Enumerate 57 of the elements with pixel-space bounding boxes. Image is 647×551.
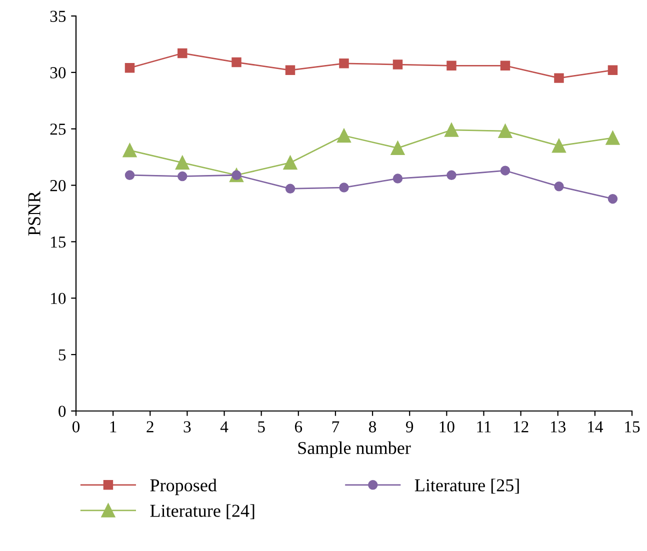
- point: [285, 65, 296, 76]
- point: [500, 60, 510, 71]
- legend-label: Literature [24]: [150, 504, 254, 520]
- point: [446, 170, 456, 180]
- y-tick-label: 25: [50, 124, 66, 135]
- point: [500, 166, 510, 176]
- point: [285, 184, 296, 194]
- point: [606, 130, 620, 145]
- point: [554, 73, 564, 83]
- y-tick-label: 0: [58, 406, 66, 417]
- point: [444, 123, 458, 137]
- x-tick-label: 3: [184, 421, 191, 432]
- x-tick-label: 14: [588, 421, 604, 432]
- point: [498, 124, 512, 138]
- y-axis-title: PSNR: [28, 190, 40, 236]
- point: [337, 128, 351, 143]
- point: [232, 57, 242, 68]
- x-tick-label: 9: [406, 421, 414, 432]
- y-tick-label: 30: [50, 67, 66, 78]
- point: [339, 182, 349, 192]
- point: [178, 171, 188, 182]
- point: [608, 65, 618, 76]
- point: [446, 60, 456, 71]
- point: [124, 63, 135, 73]
- legend-label: Proposed: [150, 478, 217, 496]
- x-tick-label: 0: [72, 421, 80, 432]
- y-tick-label: 15: [51, 236, 66, 248]
- x-tick-label: 6: [294, 421, 302, 432]
- point: [178, 48, 188, 58]
- x-tick-label: 7: [332, 421, 340, 432]
- point: [124, 170, 135, 180]
- y-tick-label: 5: [58, 349, 66, 361]
- x-axis-title: Sample number: [298, 441, 411, 458]
- point: [339, 58, 349, 68]
- point: [175, 156, 190, 170]
- point: [390, 141, 405, 155]
- y-tick-label: 20: [50, 180, 66, 192]
- x-tick-label: 15: [625, 421, 640, 432]
- point: [392, 174, 403, 184]
- x-tick-label: 5: [258, 421, 265, 432]
- legend-label: Literature [25]: [414, 478, 519, 494]
- point: [283, 156, 298, 170]
- point: [122, 143, 137, 158]
- point: [608, 194, 618, 204]
- y-tick-label: 10: [51, 292, 66, 304]
- point: [392, 60, 403, 70]
- x-tick-label: 4: [220, 421, 228, 432]
- y-tick-label: 35: [50, 10, 66, 22]
- point: [552, 138, 566, 153]
- x-tick-label: 2: [146, 421, 154, 432]
- x-tick-label: 12: [514, 421, 528, 432]
- x-tick-label: 8: [369, 421, 376, 432]
- x-tick-label: 11: [477, 421, 491, 432]
- x-tick-label: 13: [551, 421, 566, 432]
- x-tick-label: 1: [110, 421, 116, 432]
- point: [554, 182, 564, 192]
- x-tick-label: 10: [440, 421, 454, 432]
